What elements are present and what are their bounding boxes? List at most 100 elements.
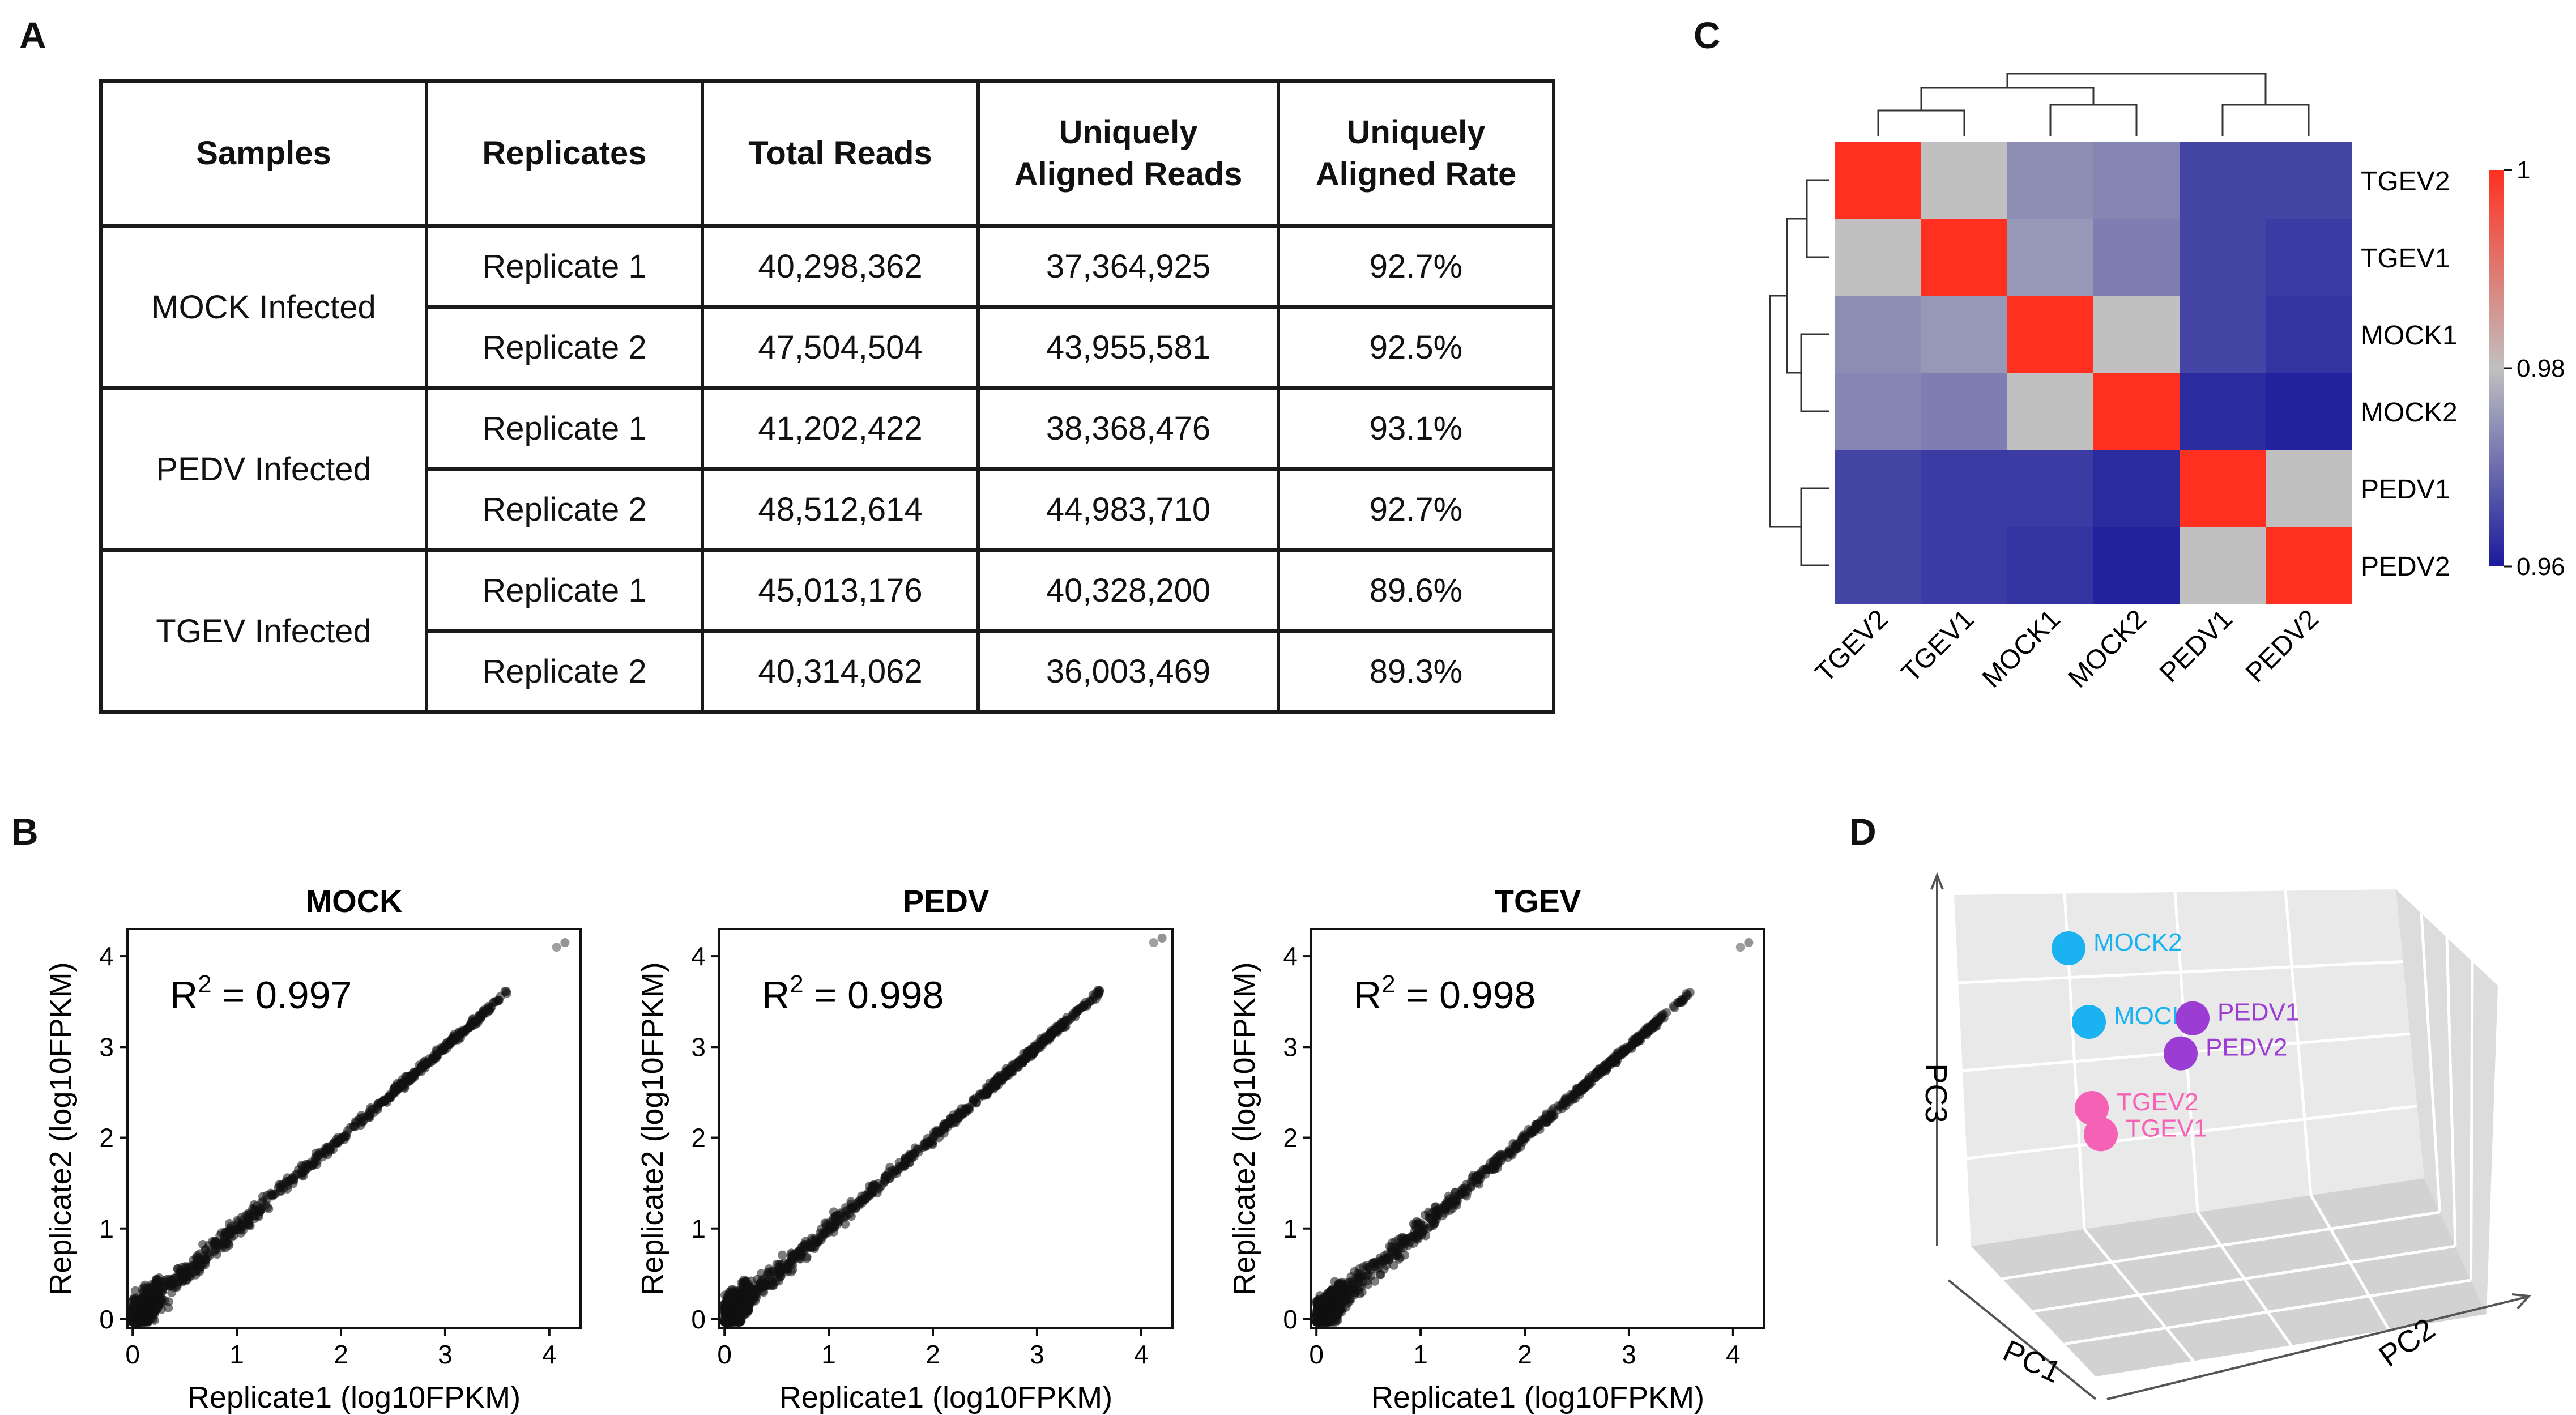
- x-tick-label: 0: [125, 1340, 140, 1369]
- grid-line: [1967, 1105, 2417, 1160]
- data-point: [1457, 1185, 1467, 1195]
- heatmap-cell: [2180, 219, 2266, 296]
- dendrogram-branch: [2221, 104, 2310, 136]
- data-point: [225, 1228, 235, 1237]
- heatmap-cell: [1921, 219, 2008, 296]
- heatmap-cell: [2093, 219, 2180, 296]
- heatmap-cell: [2180, 142, 2266, 219]
- x-axis-label: Replicate1 (log10FPKM): [779, 1380, 1112, 1414]
- data-point: [787, 1267, 796, 1277]
- data-point: [1393, 1250, 1402, 1259]
- grid-line: [2470, 961, 2474, 1281]
- heatmap-cell: [1921, 373, 2008, 450]
- total-reads-cell: 45,013,176: [701, 548, 980, 633]
- data-point: [919, 1139, 929, 1149]
- aligned-reads-cell: 38,368,476: [976, 386, 1280, 471]
- data-point: [1509, 1146, 1519, 1156]
- data-point: [323, 1142, 333, 1152]
- data-point: [1328, 1288, 1338, 1298]
- r-squared-annotation: R2 = 0.998: [762, 970, 944, 1017]
- data-point: [236, 1228, 245, 1238]
- data-point: [274, 1183, 283, 1192]
- pca-point: [2164, 1036, 2198, 1071]
- data-point: [407, 1073, 417, 1082]
- data-point: [1475, 1174, 1485, 1184]
- data-point: [359, 1116, 368, 1126]
- grid-line: [2064, 1278, 2471, 1345]
- scatter-plot-mock: MOCK 0 1 2 3 4 0 1 2 3 4 Replicate1 (log10FPKM) Repl…: [44, 883, 582, 1414]
- data-point: [244, 1220, 253, 1229]
- data-point: [215, 1231, 225, 1241]
- data-point: [1389, 1260, 1398, 1270]
- data-point: [323, 1150, 332, 1160]
- data-point: [758, 1280, 767, 1290]
- data-point: [1377, 1255, 1387, 1265]
- replicate-cell: Replicate 1: [425, 386, 704, 471]
- heatmap-cell: [2007, 373, 2094, 450]
- data-point: [1412, 1217, 1421, 1226]
- data-point: [440, 1043, 449, 1053]
- panel-label-a: A: [19, 14, 46, 56]
- x-tick-label: 1: [821, 1340, 836, 1369]
- data-point: [1330, 1277, 1340, 1286]
- data-point: [1313, 1302, 1323, 1312]
- y-tick-label: 0: [99, 1305, 114, 1334]
- x-tick-label: 3: [438, 1340, 453, 1369]
- heatmap-cell: [2266, 296, 2352, 373]
- scatter-plot-pedv: PEDV 0 1 2 3 4 0 1 2 3 4 Replicate1 (log10FPKM) Repl…: [636, 883, 1174, 1414]
- x-tick-label: 1: [1413, 1340, 1428, 1369]
- data-point: [835, 1208, 845, 1218]
- data-point: [1524, 1124, 1533, 1134]
- data-point: [1312, 1317, 1322, 1327]
- heatmap-cell: [1921, 142, 2008, 219]
- data-point: [1081, 998, 1090, 1007]
- column-label: TGEV1: [1896, 604, 1980, 688]
- data-point: [1531, 1120, 1541, 1129]
- table-row: PEDV Infected Replicate 1 41,202,422 38,…: [99, 386, 1555, 552]
- r-squared-part: = 0.997: [212, 974, 352, 1017]
- r-squared-part: R: [1354, 974, 1381, 1017]
- data-point: [846, 1212, 856, 1221]
- data-point: [285, 1176, 295, 1186]
- data-point: [1324, 1307, 1334, 1317]
- header-samples: Samples: [99, 79, 428, 228]
- row-label: TGEV1: [2361, 244, 2450, 274]
- data-point: [1744, 938, 1754, 948]
- data-point: [729, 1294, 739, 1303]
- x-tick-label: 1: [229, 1340, 244, 1369]
- heatmap-cell: [1835, 373, 1922, 450]
- data-point: [762, 1270, 772, 1280]
- r-squared-part: 2: [790, 970, 803, 998]
- x-axis: [1947, 1279, 2097, 1400]
- y-tick-label: 1: [1283, 1214, 1298, 1243]
- heatmap-cell: [1835, 527, 1922, 604]
- data-point: [458, 1027, 468, 1037]
- data-point: [184, 1271, 193, 1280]
- header-replicates: Replicates: [425, 79, 704, 228]
- data-point: [221, 1243, 230, 1252]
- data-point: [130, 1286, 140, 1295]
- r-squared-part: R: [170, 974, 198, 1017]
- replicate-cell: Replicate 1: [425, 224, 704, 309]
- data-point: [1404, 1241, 1413, 1250]
- data-point: [846, 1197, 856, 1207]
- data-point: [1490, 1156, 1499, 1166]
- data-point: [1330, 1302, 1340, 1311]
- data-point: [1571, 1094, 1580, 1103]
- data-point: [1363, 1265, 1372, 1275]
- data-point: [825, 1221, 834, 1231]
- sample-cell: PEDV Infected: [99, 386, 428, 552]
- data-point: [1028, 1049, 1037, 1058]
- data-point: [1653, 1017, 1663, 1027]
- pca-point: [2176, 1001, 2210, 1035]
- data-point: [368, 1105, 378, 1114]
- y-axis: [2106, 1296, 2527, 1400]
- dendrogram-branch: [1769, 295, 1801, 528]
- y-tick-label: 3: [691, 1032, 706, 1062]
- table-row: Replicate 2 47,504,504 43,955,581 92.5%: [101, 305, 1555, 390]
- y-tick-label: 2: [99, 1123, 114, 1153]
- data-point: [865, 1191, 875, 1200]
- heatmap-cell: [2180, 450, 2266, 527]
- heatmap-cell: [2093, 450, 2180, 527]
- x-tick-label: 2: [1517, 1340, 1532, 1369]
